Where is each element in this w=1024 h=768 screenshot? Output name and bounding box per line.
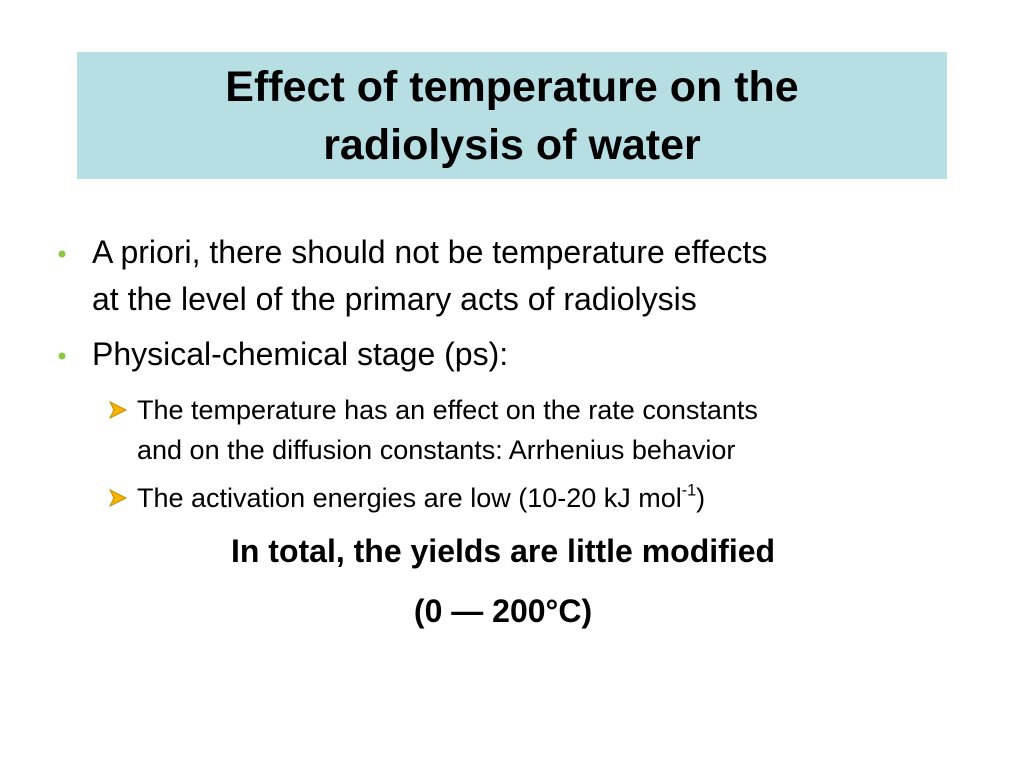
sub-bullet-line: and on the diffusion constants: Arrheniu…	[137, 435, 736, 465]
text: The activation energies are low (10-20 k…	[137, 483, 682, 513]
bullet-dot	[58, 352, 66, 360]
title-box: Effect of temperature on the radiolysis …	[77, 52, 947, 179]
sub-bullet-line: The activation energies are low (10-20 k…	[137, 478, 705, 518]
bullet-dot	[58, 250, 66, 258]
sub-bullet-arrow	[108, 488, 128, 508]
bullet-line: A priori, there should not be temperatur…	[92, 234, 768, 270]
conclusion-line: In total, the yields are little modified	[230, 533, 776, 569]
bullet-line: at the level of the primary acts of radi…	[92, 281, 697, 317]
title-line: radiolysis of water	[323, 120, 701, 169]
sub-bullet-arrow	[108, 400, 128, 420]
superscript: -1	[681, 481, 697, 500]
title-line: Effect of temperature on the	[225, 62, 799, 111]
sub-bullet-line: The temperature has an effect on the rat…	[137, 395, 758, 425]
conclusion-line: (0 — 200°C)	[413, 593, 593, 629]
bullet-line: Physical-chemical stage (ps):	[92, 336, 509, 372]
text: )	[696, 483, 706, 513]
